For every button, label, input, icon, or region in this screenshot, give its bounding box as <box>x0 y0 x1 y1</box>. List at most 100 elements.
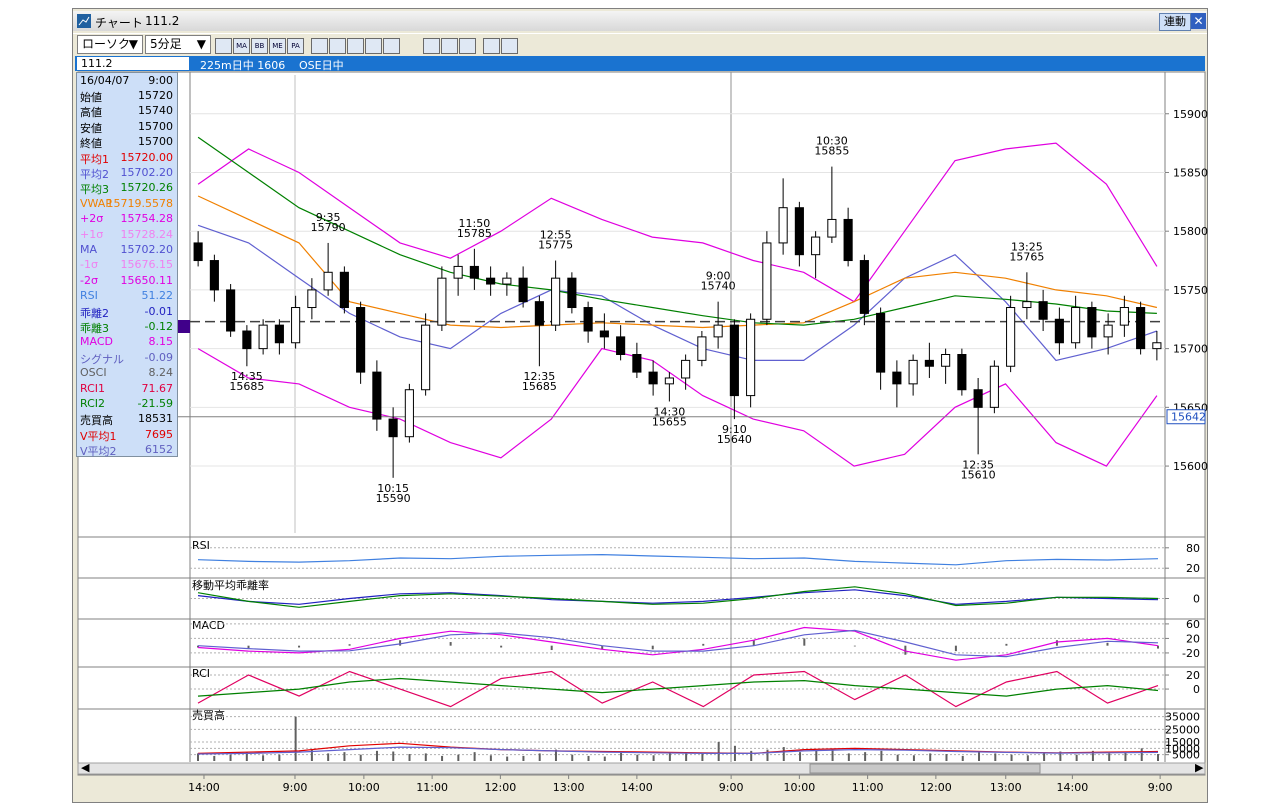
info-row: 安値 15700 <box>80 120 175 135</box>
bar <box>375 750 378 761</box>
info-row: VWAP 15719.5578 <box>80 197 175 212</box>
info-row: 平均2 15702.20 <box>80 166 175 181</box>
interval-dropdown[interactable]: 5分足 ▼ <box>145 35 211 54</box>
candle-body <box>616 336 626 355</box>
bar <box>441 755 444 761</box>
info-label: RCI1 <box>80 381 106 395</box>
candle-body <box>843 218 853 262</box>
annotation-value: 15640 <box>717 433 752 446</box>
info-label: 乖離2 <box>80 306 109 320</box>
x-tick-label: 10:00 <box>348 781 380 794</box>
bar <box>978 752 981 761</box>
tool-icon[interactable] <box>483 38 500 54</box>
tool-icon[interactable] <box>501 38 518 54</box>
candle-body <box>664 377 674 385</box>
scroll-right[interactable]: ▶ <box>1195 761 1204 774</box>
indicator-button[interactable]: MA <box>233 38 250 54</box>
bar <box>1091 750 1094 761</box>
candle-body <box>339 271 349 309</box>
annotation-time: 12:55 <box>540 229 572 242</box>
info-value: 15700 <box>138 135 173 149</box>
indicator-button[interactable]: PA <box>287 38 304 54</box>
candle-body <box>1103 324 1113 338</box>
bar <box>1157 754 1159 761</box>
info-value: 15702.20 <box>120 166 174 179</box>
tool-icon[interactable] <box>311 38 328 54</box>
info-label: RCI2 <box>80 397 106 410</box>
chart-style: ローソク <box>82 37 131 51</box>
candle-body <box>859 260 869 314</box>
y-tick-label: 10000 <box>1165 742 1200 755</box>
candle-body <box>632 353 642 373</box>
info-row: V平均1 7695 <box>80 428 175 443</box>
scroll-left[interactable]: ◀ <box>81 761 90 774</box>
annotation-value: 15740 <box>701 280 736 293</box>
bar <box>766 749 769 761</box>
candle-body <box>307 289 317 309</box>
candle-body <box>924 359 934 367</box>
info-label: 始値 <box>80 91 102 104</box>
tool-icon[interactable] <box>459 38 476 54</box>
candle-body <box>778 207 788 244</box>
candle-body <box>356 307 366 373</box>
annotation-value: 15855 <box>814 145 849 158</box>
tool-icon[interactable] <box>383 38 400 54</box>
link-button[interactable]: 連動 <box>1159 13 1191 31</box>
chart-style-dropdown[interactable]: ローソク ▼ <box>77 35 143 54</box>
close-button[interactable]: ✕ <box>1191 13 1206 29</box>
scrollbar[interactable] <box>77 762 1206 775</box>
toolbar: ローソク ▼ 5分足 ▼ MA BB ME PA <box>73 33 1207 56</box>
chart-background <box>77 71 1206 776</box>
bar <box>954 645 957 652</box>
bar <box>1055 640 1058 646</box>
candle-body <box>957 353 967 391</box>
bar <box>1157 645 1159 649</box>
info-row: 終値 15700 <box>80 135 175 150</box>
info-value: 15728.24 <box>120 227 174 241</box>
header-session: OSE日中 <box>299 59 344 72</box>
bar <box>636 754 639 761</box>
tool-icon[interactable] <box>423 38 440 54</box>
candle-body <box>583 307 593 332</box>
info-label: V平均2 <box>80 445 117 459</box>
tool-icon[interactable] <box>441 38 458 54</box>
tool-icon[interactable] <box>215 38 232 54</box>
bar <box>245 752 248 761</box>
candle-body <box>1152 342 1162 350</box>
y-tick-label: 35000 <box>1165 711 1200 724</box>
candle-body <box>404 389 414 438</box>
info-label: 乖離3 <box>80 322 109 335</box>
annotation-value: 15685 <box>522 380 557 393</box>
bar <box>359 754 362 761</box>
indicator-button[interactable]: BB <box>251 38 268 54</box>
bar <box>652 755 655 761</box>
bar <box>701 752 704 761</box>
info-value: 15650.11 <box>120 273 174 287</box>
indicator-button[interactable]: ME <box>269 38 286 54</box>
bar <box>449 642 452 646</box>
info-label: 平均3 <box>80 183 109 197</box>
candle-body <box>908 359 918 385</box>
scrollbar-thumb[interactable] <box>809 763 1041 774</box>
annotation-time: 11:50 <box>459 217 491 230</box>
bar <box>880 750 883 761</box>
bar <box>896 754 899 761</box>
bar <box>197 753 199 761</box>
candle-body <box>697 336 707 361</box>
info-row: RCI1 71.67 <box>80 382 175 397</box>
series-line <box>197 677 1159 697</box>
candle-body <box>388 418 398 438</box>
bar <box>506 756 509 761</box>
tool-icon[interactable] <box>347 38 364 54</box>
info-label: -2σ <box>80 273 98 287</box>
tool-icon[interactable] <box>329 38 346 54</box>
panel-title: RCI <box>192 667 210 680</box>
info-value: -0.12 <box>144 320 173 333</box>
y-tick-label: 20 <box>1186 669 1200 682</box>
annotation-value: 15765 <box>1009 250 1044 263</box>
candle-body <box>681 359 691 379</box>
y-tick-label: 0 <box>1193 683 1200 696</box>
x-tick-label: 12:00 <box>485 781 517 794</box>
tool-icon[interactable] <box>365 38 382 54</box>
